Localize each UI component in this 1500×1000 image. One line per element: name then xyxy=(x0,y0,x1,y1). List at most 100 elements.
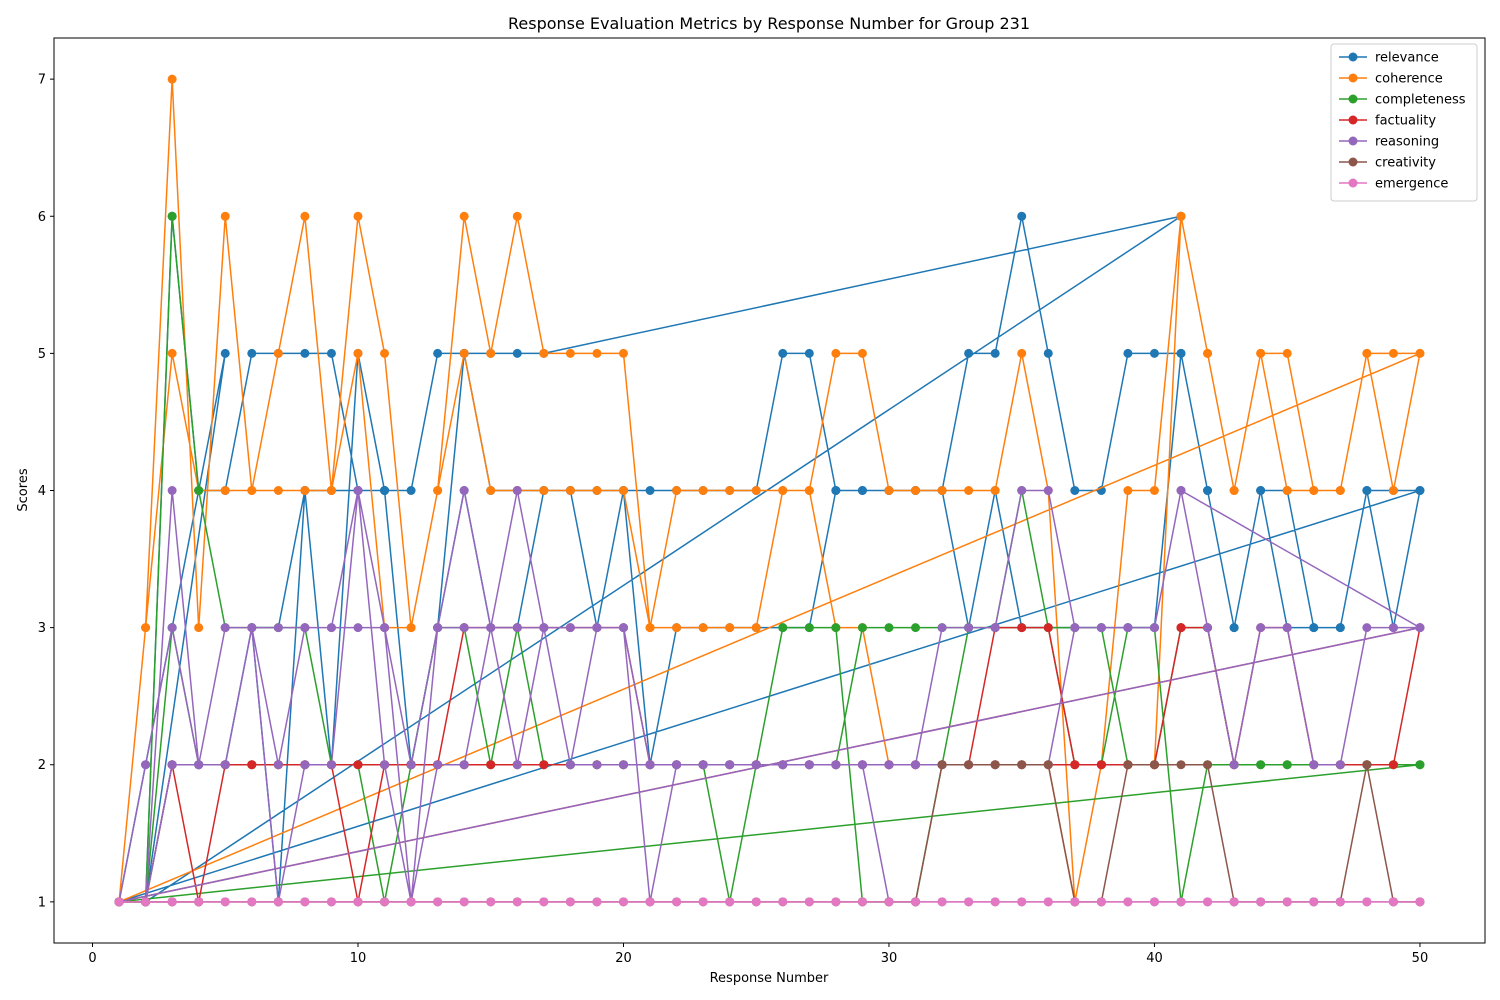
data-point-emergence xyxy=(857,897,867,907)
legend-item-reasoning: reasoning xyxy=(1339,135,1439,150)
data-point-relevance xyxy=(406,486,416,495)
legend-item-factuality: factuality xyxy=(1339,114,1436,129)
data-point-creativity xyxy=(1149,760,1159,770)
data-point-emergence xyxy=(1123,897,1133,907)
data-point-reasoning xyxy=(1415,623,1425,633)
data-point-emergence xyxy=(884,897,894,907)
data-point-reasoning xyxy=(1176,486,1186,495)
data-point-emergence xyxy=(141,897,151,907)
y-tick-label: 3 xyxy=(38,621,46,636)
data-point-reasoning xyxy=(1282,623,1292,633)
data-point-coherence xyxy=(353,211,363,221)
data-point-coherence xyxy=(1176,211,1186,221)
data-point-reasoning xyxy=(326,760,336,770)
data-point-relevance xyxy=(1256,486,1266,495)
data-point-reasoning xyxy=(220,623,230,633)
data-point-emergence xyxy=(831,897,841,907)
y-tick-label: 5 xyxy=(38,347,46,362)
data-point-coherence xyxy=(725,486,735,495)
data-point-reasoning xyxy=(433,760,443,770)
data-point-emergence xyxy=(565,897,575,907)
data-point-coherence xyxy=(459,348,469,358)
data-point-coherence xyxy=(1282,486,1292,495)
data-point-reasoning xyxy=(353,623,363,633)
data-point-reasoning xyxy=(512,486,522,495)
data-point-relevance xyxy=(1176,348,1186,358)
data-point-completeness xyxy=(857,623,867,633)
y-tick-label: 1 xyxy=(38,895,46,910)
data-point-reasoning xyxy=(220,760,230,770)
data-point-completeness xyxy=(194,486,204,495)
data-point-creativity xyxy=(1203,760,1213,770)
data-point-coherence xyxy=(1415,348,1425,358)
data-point-factuality xyxy=(1070,760,1080,770)
data-point-completeness xyxy=(1415,760,1425,770)
data-point-relevance xyxy=(1415,486,1425,495)
data-point-coherence xyxy=(486,348,496,358)
data-point-reasoning xyxy=(1149,623,1159,633)
data-point-reasoning xyxy=(1229,760,1239,770)
data-point-coherence xyxy=(804,486,814,495)
data-point-factuality xyxy=(247,760,257,770)
data-point-reasoning xyxy=(592,623,602,633)
data-point-coherence xyxy=(964,486,974,495)
data-point-coherence xyxy=(911,486,921,495)
data-point-creativity xyxy=(1043,760,1053,770)
data-point-coherence xyxy=(273,486,283,495)
data-point-completeness xyxy=(831,623,841,633)
data-point-reasoning xyxy=(1043,486,1053,495)
data-point-relevance xyxy=(1335,623,1345,633)
data-point-factuality xyxy=(486,760,496,770)
data-point-emergence xyxy=(1362,897,1372,907)
data-point-coherence xyxy=(1256,348,1266,358)
data-point-emergence xyxy=(1203,897,1213,907)
data-point-coherence xyxy=(353,348,363,358)
data-point-relevance xyxy=(1309,623,1319,633)
data-point-emergence xyxy=(247,897,257,907)
data-point-coherence xyxy=(565,348,575,358)
data-point-reasoning xyxy=(486,623,496,633)
data-point-emergence xyxy=(1096,897,1106,907)
data-point-coherence xyxy=(220,486,230,495)
data-point-creativity xyxy=(990,760,1000,770)
data-point-reasoning xyxy=(645,760,655,770)
data-point-reasoning xyxy=(751,760,761,770)
data-point-emergence xyxy=(911,897,921,907)
legend-swatch-marker xyxy=(1348,73,1358,83)
data-point-reasoning xyxy=(937,623,947,633)
data-point-emergence xyxy=(114,897,124,907)
data-point-coherence xyxy=(300,211,310,221)
y-tick-label: 6 xyxy=(38,210,46,225)
data-point-reasoning xyxy=(964,623,974,633)
data-point-emergence xyxy=(1256,897,1266,907)
chart-title: Response Evaluation Metrics by Response … xyxy=(508,14,1030,33)
data-point-emergence xyxy=(804,897,814,907)
data-point-emergence xyxy=(539,897,549,907)
data-point-relevance xyxy=(1229,623,1239,633)
data-point-completeness xyxy=(167,211,177,221)
data-point-coherence xyxy=(1229,486,1239,495)
data-point-emergence xyxy=(1229,897,1239,907)
data-point-reasoning xyxy=(884,760,894,770)
legend-item-creativity: creativity xyxy=(1339,156,1436,171)
data-point-coherence xyxy=(1017,348,1027,358)
data-point-completeness xyxy=(1256,760,1266,770)
data-point-coherence xyxy=(618,348,628,358)
data-point-reasoning xyxy=(539,623,549,633)
data-point-coherence xyxy=(141,623,151,633)
data-point-reasoning xyxy=(565,760,575,770)
legend-swatch-marker xyxy=(1348,52,1358,62)
data-point-coherence xyxy=(539,486,549,495)
data-point-completeness xyxy=(778,623,788,633)
data-point-emergence xyxy=(326,897,336,907)
data-point-creativity xyxy=(1362,760,1372,770)
data-point-coherence xyxy=(406,623,416,633)
data-point-coherence xyxy=(539,348,549,358)
legend: relevance coherence completeness factuality… xyxy=(1330,43,1478,202)
data-point-coherence xyxy=(167,74,177,84)
x-tick-label: 10 xyxy=(350,951,367,966)
data-point-coherence xyxy=(1123,486,1133,495)
data-point-relevance xyxy=(1043,348,1053,358)
y-tick-label: 2 xyxy=(38,758,46,773)
data-point-coherence xyxy=(1203,348,1213,358)
